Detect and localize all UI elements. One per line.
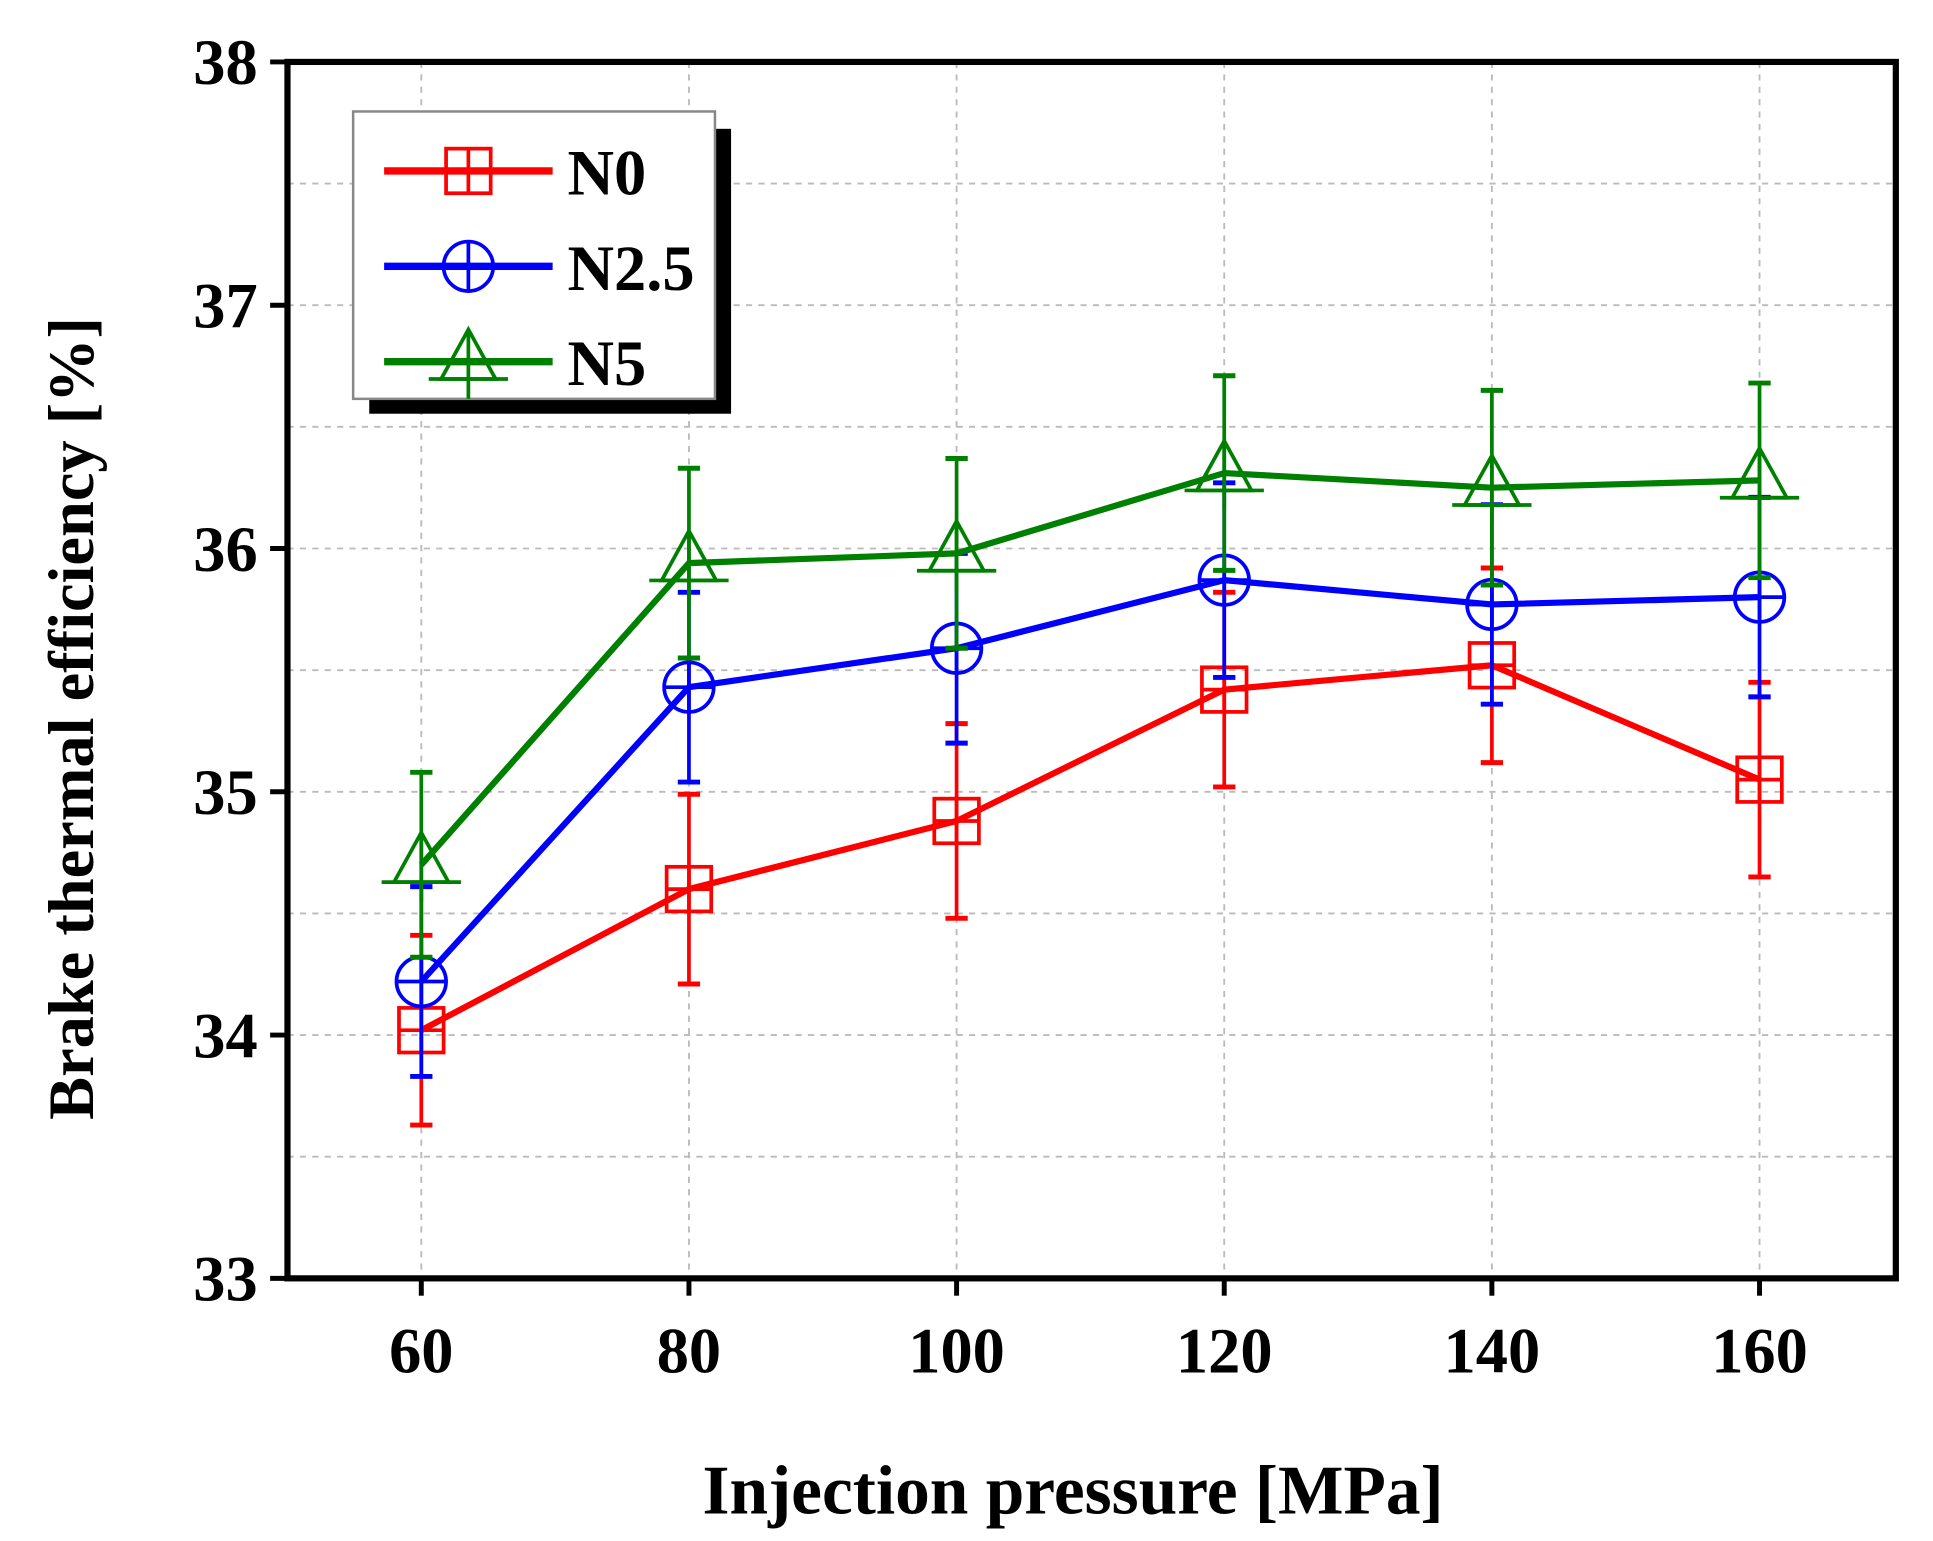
y-tick-label: 36 (193, 514, 257, 585)
series-line (418, 469, 1760, 867)
series-line (419, 662, 1761, 1033)
x-tick-label: 120 (1176, 1315, 1273, 1386)
y-tick-label: 33 (193, 1244, 257, 1315)
legend: N0 N2.5 N5 (351, 110, 732, 414)
x-tick-label: 100 (908, 1315, 1005, 1386)
y-axis-label: Brake thermal efficiency [%] (36, 317, 107, 1120)
y-tick-label: 37 (193, 271, 257, 342)
y-tick-label: 38 (193, 27, 257, 98)
legend-label: N0 (568, 137, 647, 208)
x-tick-label: 160 (1711, 1315, 1808, 1386)
series-N5 (381, 373, 1800, 960)
x-axis-label: Injection pressure [MPa] (702, 1453, 1443, 1530)
x-tick-label: 80 (657, 1315, 721, 1386)
x-tick-label: 140 (1444, 1315, 1541, 1386)
series-N2.5 (394, 480, 1787, 1079)
x-tick-label: 60 (389, 1315, 453, 1386)
legend-label: N5 (568, 328, 647, 399)
legend-label: N2.5 (568, 233, 695, 304)
legend-box (351, 110, 717, 401)
y-tick-label: 35 (193, 757, 257, 828)
series-line (419, 576, 1760, 984)
plot-frame (284, 58, 1899, 1282)
y-tick-label: 34 (193, 1000, 257, 1071)
